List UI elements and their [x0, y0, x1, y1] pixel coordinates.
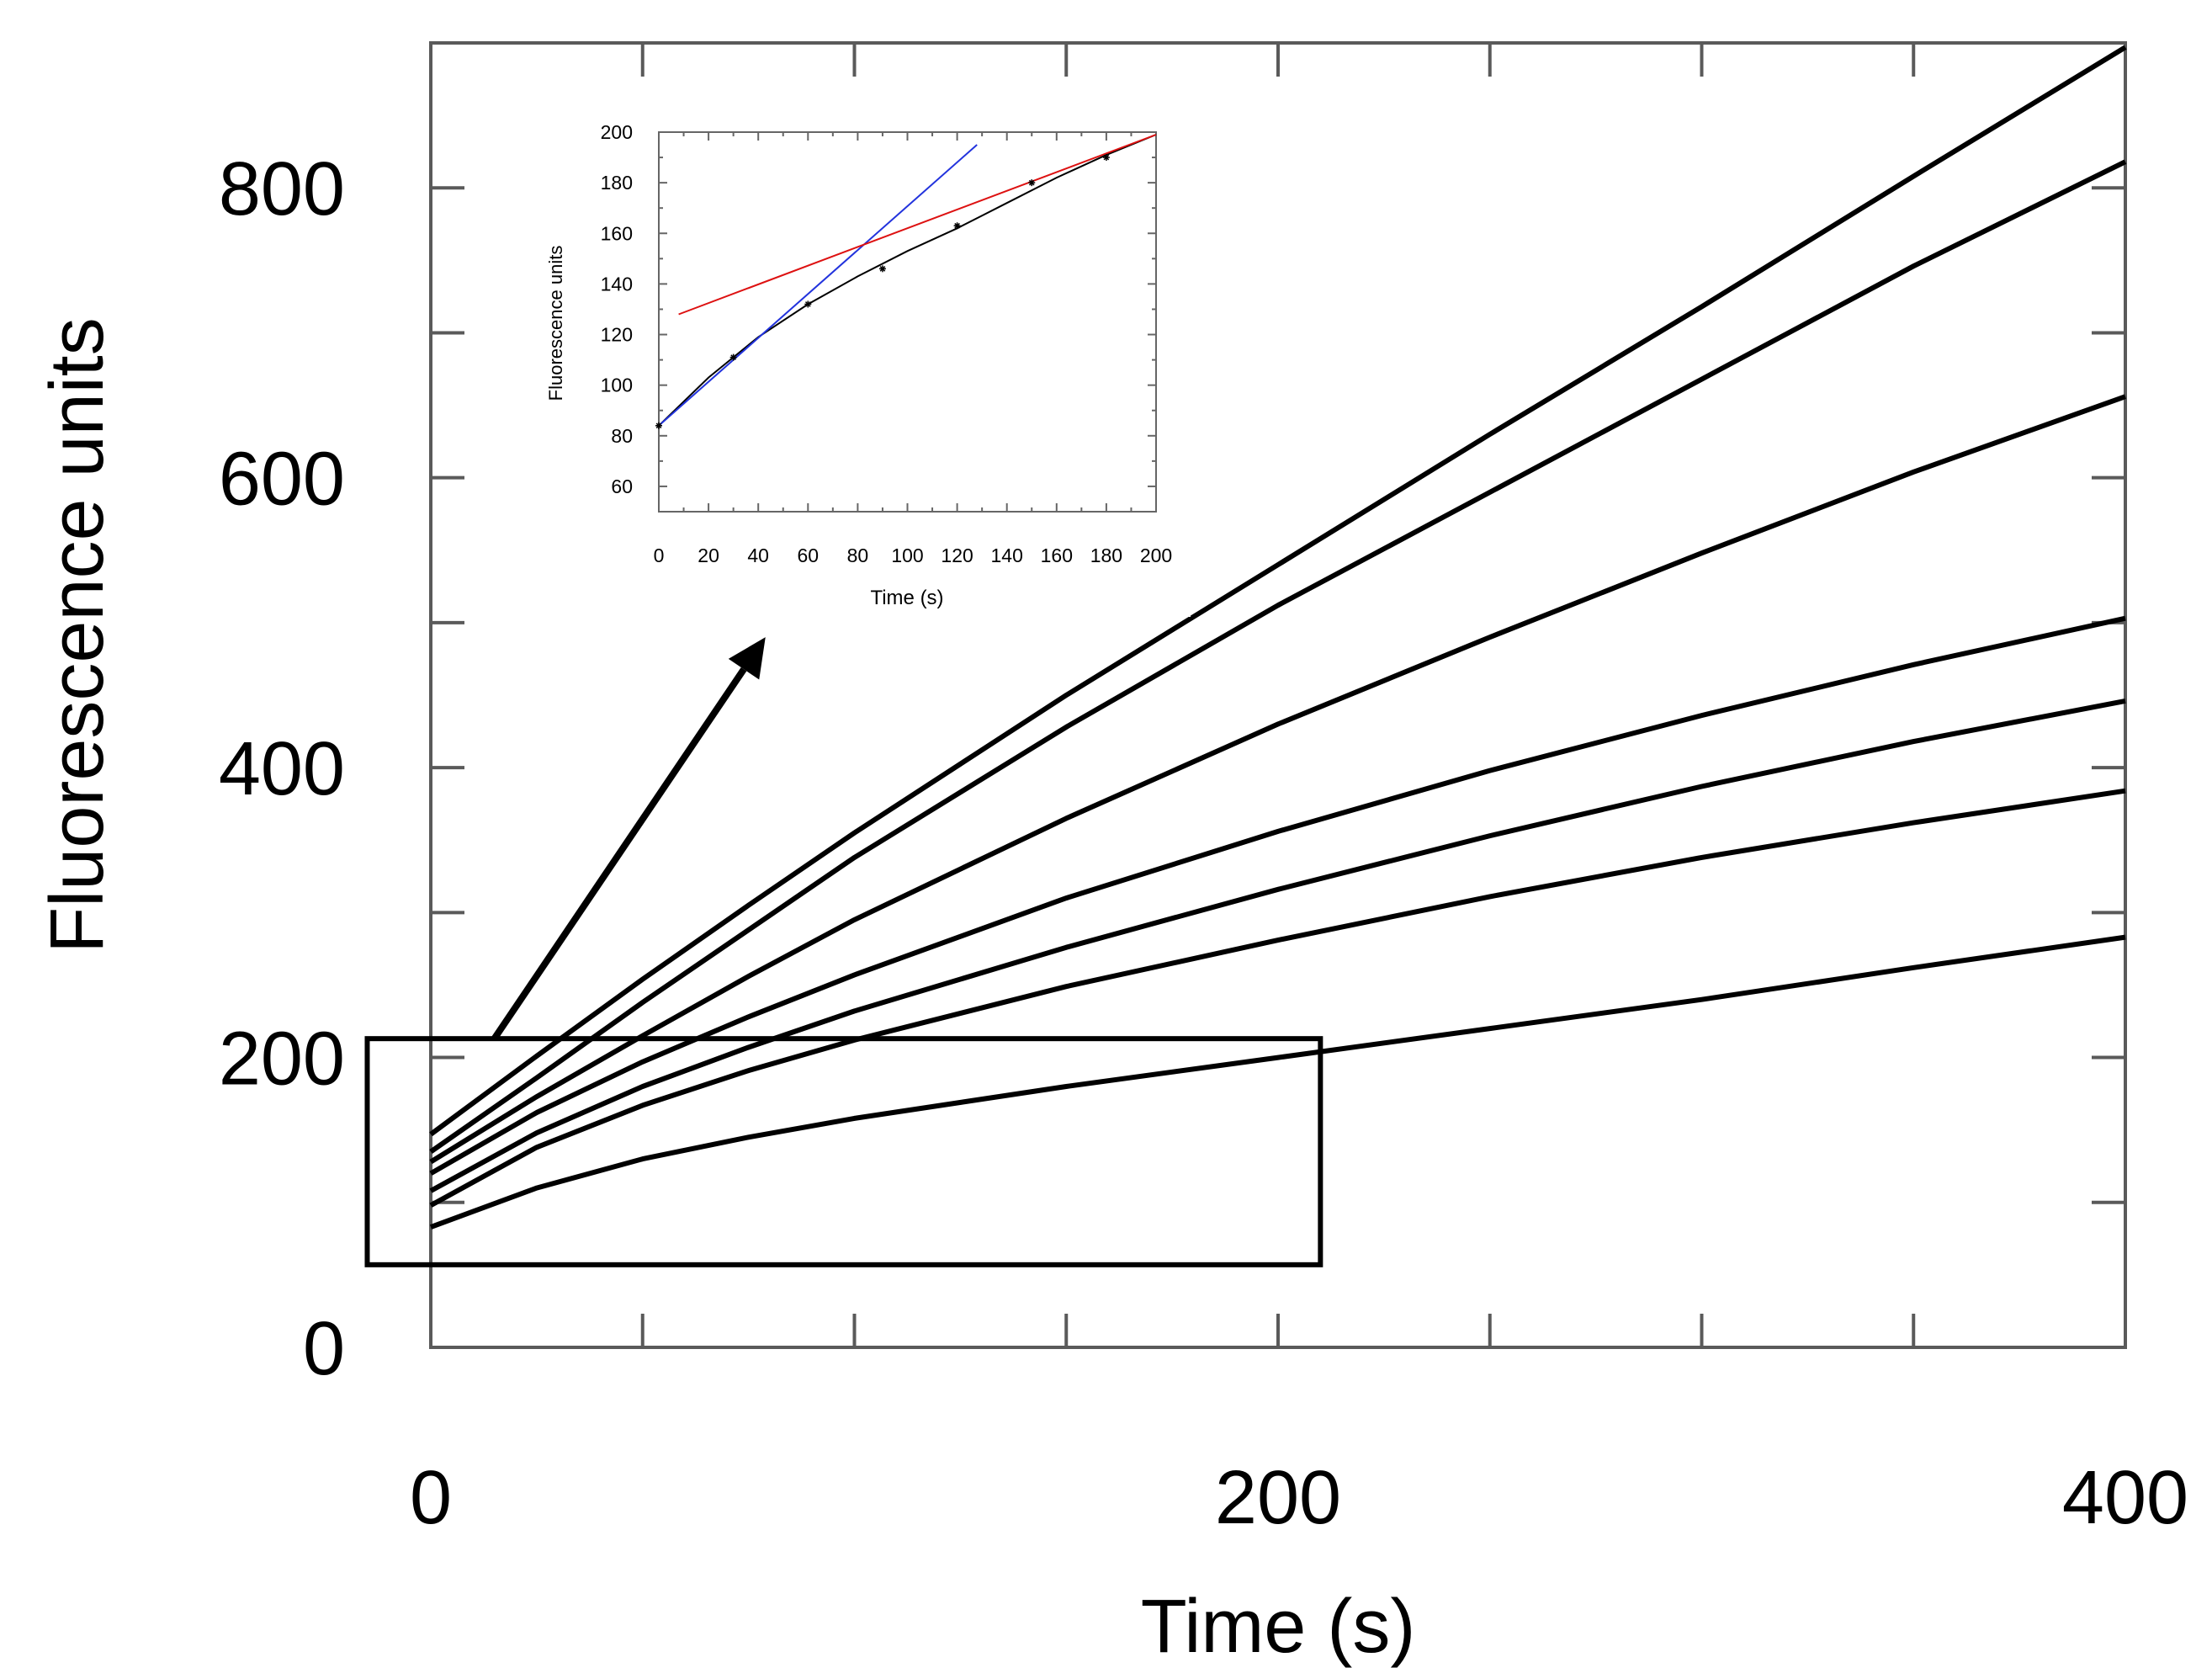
inset-x-tick-label: 180: [1090, 544, 1122, 566]
main-series-line: [429, 788, 2126, 1208]
inset-x-tick-label: 120: [941, 544, 973, 566]
main-series-line: [429, 698, 2126, 1193]
main-series-line: [429, 615, 2126, 1176]
main-series: [429, 45, 2127, 1230]
main-y-tick-label: 0: [303, 1307, 345, 1391]
main-series-line: [429, 159, 2127, 1154]
inset-series-line: [658, 144, 978, 427]
inset-chart: 60 80 100 120 140 160 180 200 0 20 40 60 80 100 120 14…: [517, 112, 1191, 617]
main-y-tick-labels: 0 200 400 600 800: [219, 147, 345, 1391]
inset-y-tick-label: 100: [601, 375, 633, 396]
inset-x-tick-label: 60: [798, 544, 820, 566]
main-series-line: [429, 45, 2127, 1137]
inset-x-tick-label: 20: [698, 544, 719, 566]
inset-x-tick-label: 80: [847, 544, 869, 566]
main-series-line: [429, 394, 2127, 1165]
inset-y-tick-label: 60: [611, 475, 633, 497]
inset-series: [658, 134, 1157, 427]
inset-y-tick-label: 200: [601, 121, 633, 143]
inset-x-axis-label: Time (s): [870, 587, 943, 609]
main-x-tick-label: 200: [1215, 1456, 1341, 1540]
inset-data-point: [1028, 179, 1036, 187]
inset-y-axis-label: Fluorescence units: [545, 246, 566, 401]
main-y-tick-label: 800: [219, 147, 345, 231]
inset-data-point: [1102, 154, 1110, 162]
zoom-arrowhead: [728, 637, 766, 680]
inset-data-points: [655, 154, 1110, 429]
inset-y-tick-label: 80: [611, 425, 633, 447]
inset-data-point: [878, 265, 886, 273]
inset-data-point: [729, 353, 737, 361]
inset-series-line: [678, 134, 1157, 316]
main-series-line: [429, 934, 2126, 1230]
main-x-tick-label: 400: [2062, 1456, 2188, 1540]
inset-data-point: [953, 222, 961, 230]
inset-y-tick-label: 160: [601, 222, 633, 244]
inset-x-tick-label: 100: [891, 544, 923, 566]
inset-series-line: [658, 134, 1157, 427]
zoom-box: [364, 1036, 1323, 1267]
inset-x-tick-labels: 0 20 40 60 80 100 120 140 160 180 200: [654, 544, 1173, 566]
main-x-axis-label: Time (s): [1141, 1585, 1416, 1668]
inset-x-tick-label: 0: [654, 544, 665, 566]
inset-data-point: [804, 300, 812, 308]
main-y-tick-label: 600: [219, 438, 345, 522]
inset-x-tick-label: 200: [1140, 544, 1172, 566]
main-y-tick-label: 200: [219, 1017, 345, 1102]
inset-x-tick-label: 160: [1041, 544, 1073, 566]
inset-y-tick-label: 140: [601, 273, 633, 295]
main-ticks: [429, 43, 2127, 1349]
inset-y-tick-label: 120: [601, 324, 633, 346]
inset-y-tick-labels: 60 80 100 120 140 160 180 200: [601, 121, 633, 497]
inset-data-point: [655, 422, 662, 429]
zoom-arrow: [491, 667, 747, 1041]
inset-ticks: [658, 131, 1157, 512]
inset-background: [517, 112, 1191, 617]
inset-y-tick-label: 180: [601, 172, 633, 194]
main-x-tick-label: 0: [410, 1456, 452, 1540]
main-y-tick-label: 400: [219, 727, 345, 811]
inset-x-tick-label: 40: [747, 544, 769, 566]
main-y-axis-label: Fluorescence units: [35, 317, 119, 953]
inset-x-tick-label: 140: [991, 544, 1023, 566]
main-x-tick-labels: 0 200 400: [410, 1456, 2188, 1540]
